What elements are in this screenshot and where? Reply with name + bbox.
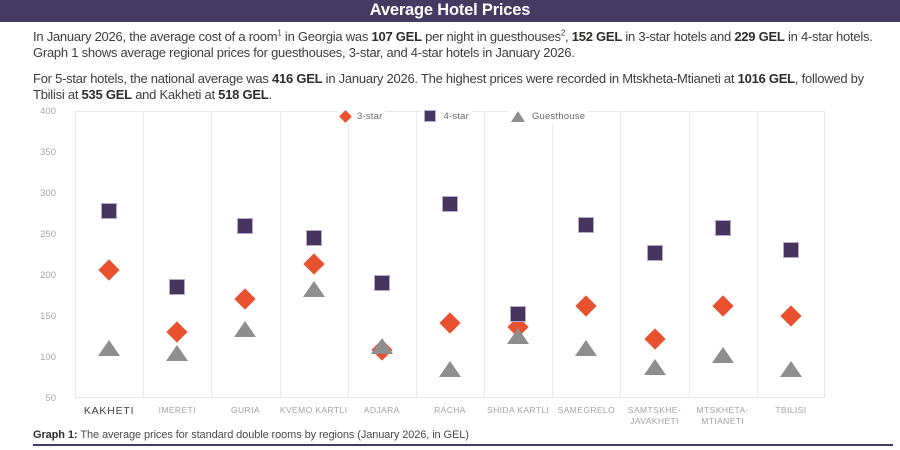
title-bar: Average Hotel Prices xyxy=(0,0,900,22)
chart-legend: 3-star 4-star Guesthouse xyxy=(338,109,589,123)
bottom-rule xyxy=(33,444,893,446)
paragraph-average-room-prices: In January 2026, the average cost of a r… xyxy=(33,28,873,60)
paragraph-five-star-prices: For 5-star hotels, the national average … xyxy=(33,71,864,102)
point-guesthouse-shida-kartli xyxy=(507,327,530,344)
legend-item-4-star: 4-star xyxy=(421,109,472,123)
legend-label: 4-star xyxy=(443,110,469,122)
triangle-marker xyxy=(510,110,525,122)
point-4-star-adjara xyxy=(373,275,390,292)
chart-caption: Graph 1: The average prices for standard… xyxy=(33,429,469,441)
point-guesthouse-mtskheta-mtianeti xyxy=(711,347,734,364)
x-axis-label-samegrelo: SAMEGRELO xyxy=(557,405,616,415)
point-guesthouse-guria xyxy=(234,321,257,338)
point-guesthouse-kvemo-kartli xyxy=(302,280,325,297)
legend-item-3-star: 3-star xyxy=(338,109,386,123)
point-4-star-kvemo-kartli xyxy=(305,230,322,247)
point-4-star-samegrelo xyxy=(578,216,595,233)
point-4-star-samtskhe-javakheti xyxy=(646,244,663,261)
y-axis-tick-label: 100 xyxy=(40,352,56,363)
point-4-star-racha xyxy=(442,196,458,213)
y-axis-tick-label: 350 xyxy=(40,147,56,158)
column-gridline xyxy=(211,111,213,398)
point-guesthouse-imereti xyxy=(166,344,189,361)
x-axis-label-racha: RACHA xyxy=(434,405,466,415)
column-gridline xyxy=(756,111,758,398)
legend-label: 3-star xyxy=(357,110,383,122)
x-axis-label-kvemo-kartli: KVEMO KARTLI xyxy=(279,405,348,415)
legend-label: Guesthouse xyxy=(531,110,586,122)
x-axis-label-kakheti: KAKHETI xyxy=(83,405,135,417)
point-4-star-imereti xyxy=(169,279,186,296)
column-gridline xyxy=(415,111,417,398)
column-gridline xyxy=(279,111,281,398)
column-gridline xyxy=(143,111,145,398)
y-axis-tick-label: 50 xyxy=(45,393,56,404)
y-axis-tick-label: 400 xyxy=(40,106,56,117)
x-axis-label-adjara: ADJARA xyxy=(363,405,400,415)
legend-item-guesthouse: Guesthouse xyxy=(507,109,589,123)
point-4-star-tbilisi xyxy=(782,242,799,259)
point-guesthouse-kakheti xyxy=(98,339,121,356)
column-gridline xyxy=(620,111,622,398)
x-axis-label-shida-kartli: SHIDA KARTLI xyxy=(487,405,550,415)
y-axis-tick-label: 200 xyxy=(40,270,56,281)
x-axis-label-mtskheta-mtianeti: MTSKHETA- MTIANETI xyxy=(696,405,749,426)
column-gridline xyxy=(347,111,349,398)
point-4-star-mtskheta-mtianeti xyxy=(714,220,731,237)
y-axis-tick-label: 250 xyxy=(40,229,56,240)
column-gridline xyxy=(688,111,690,398)
x-axis-label-tbilisi: TBILISI xyxy=(775,405,807,415)
intro-text: In January 2026, the average cost of a r… xyxy=(33,29,873,113)
point-guesthouse-samegrelo xyxy=(575,339,598,356)
point-4-star-shida-kartli xyxy=(510,306,527,323)
point-guesthouse-samtskhe-javakheti xyxy=(643,358,666,375)
point-guesthouse-adjara xyxy=(370,338,393,355)
x-axis-label-guria: GURIA xyxy=(230,405,260,415)
column-gridline xyxy=(552,111,554,398)
page-title: Average Hotel Prices xyxy=(369,1,531,19)
x-axis-label-imereti: IMERETI xyxy=(158,405,196,415)
column-gridline xyxy=(484,111,486,398)
point-4-star-kakheti xyxy=(101,203,118,220)
point-guesthouse-tbilisi xyxy=(779,361,802,378)
square-marker xyxy=(424,110,437,122)
y-axis-tick-label: 150 xyxy=(40,311,56,322)
x-axis-label-samtskhe-javakheti: SAMTSKHE- JAVAKHETI xyxy=(627,405,682,426)
y-axis-tick-label: 300 xyxy=(40,188,56,199)
point-4-star-guria xyxy=(237,217,254,234)
point-guesthouse-racha xyxy=(439,361,461,378)
diamond-marker xyxy=(339,109,352,123)
